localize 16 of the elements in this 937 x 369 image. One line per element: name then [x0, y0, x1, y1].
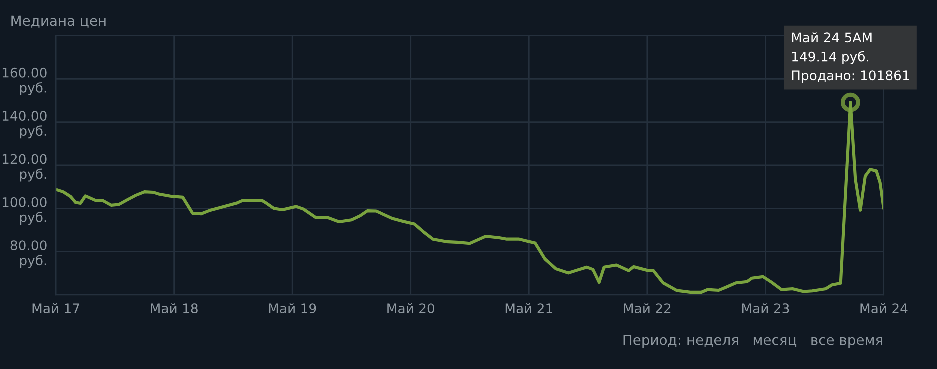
x-tick-label: Май 18: [151, 303, 198, 314]
text: Период: неделя месяц все время: [624, 335, 882, 348]
x-tick-label: Май 17: [32, 303, 80, 314]
y-tick-label: 120.00 руб.: [2, 154, 47, 182]
x-tick-label: Май 19: [269, 303, 316, 314]
annotation: Май 24 5AM 149.14 руб. Продано: 101861: [792, 32, 910, 84]
y-tick-label: 100.00 руб.: [2, 197, 47, 225]
y-tick-label: 140.00 руб.: [2, 111, 47, 139]
y-tick-label: 160.00 руб.: [2, 68, 47, 96]
x-tick-label: Май 24: [860, 303, 908, 314]
x-tick-label: Май 20: [388, 303, 434, 314]
x-tick-label: Май 21: [506, 303, 552, 314]
x-tick-label: Май 23: [742, 303, 790, 314]
chart-title: Медиана цен: [12, 16, 106, 28]
x-tick-label: Май 22: [624, 303, 671, 314]
y-tick-label: 80.00 руб.: [10, 240, 47, 268]
